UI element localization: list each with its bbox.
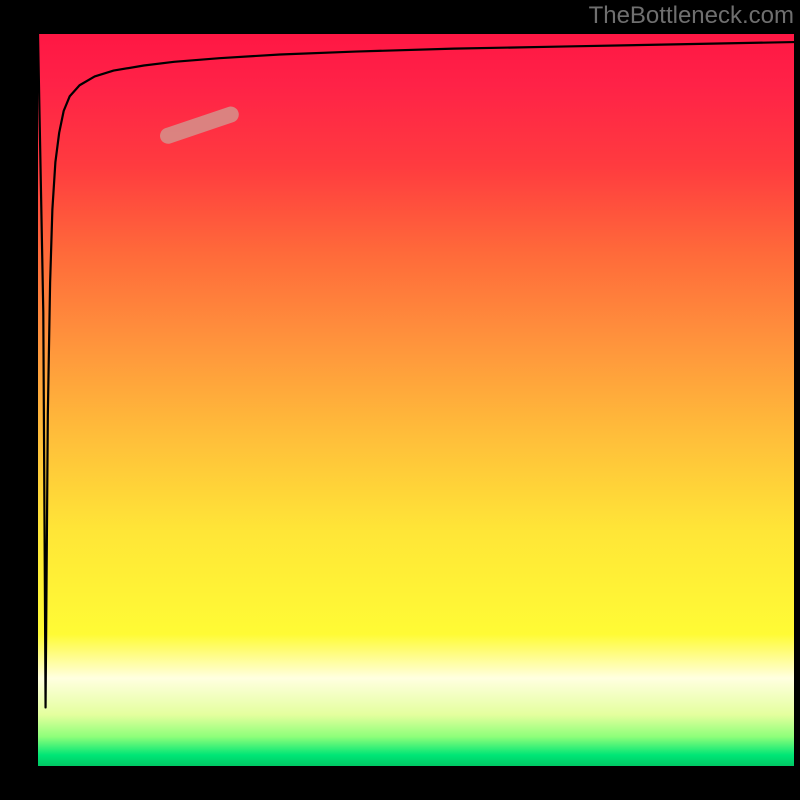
watermark-text: TheBottleneck.com: [589, 2, 794, 30]
plot-area: [38, 34, 794, 766]
chart-canvas: TheBottleneck.com: [0, 0, 800, 800]
bottleneck-chart: [0, 0, 800, 800]
